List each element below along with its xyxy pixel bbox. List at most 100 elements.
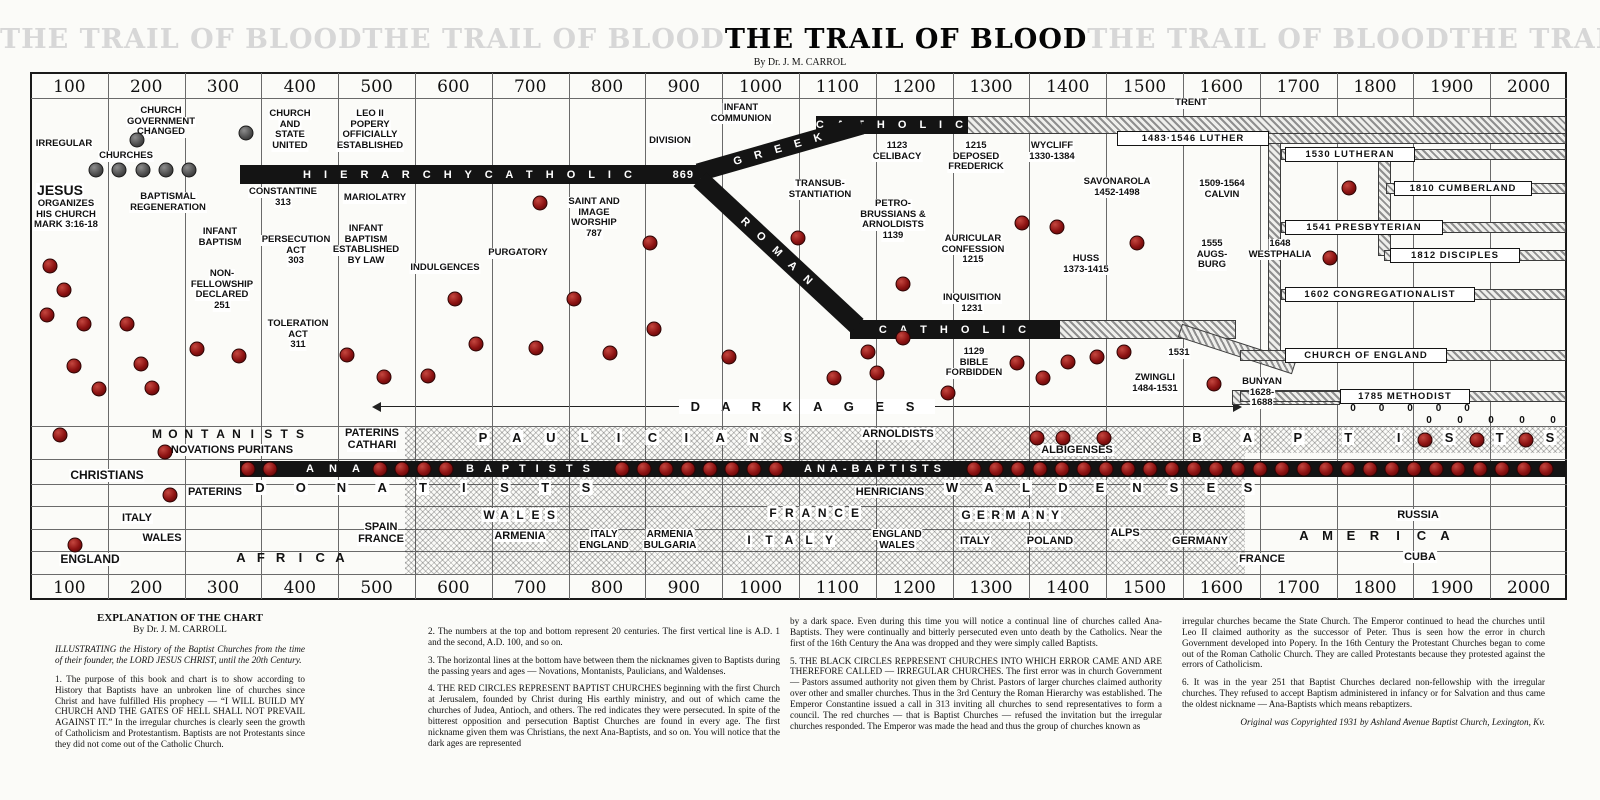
spread-label-letter: I [682,430,691,445]
spread-label-letter: T [417,480,429,495]
spread-label-letter: N [232,427,241,441]
chart-label: INFANT COMMUNION [709,102,773,125]
grid-line-vertical [645,73,647,599]
century-label-bottom: 1700 [1276,578,1320,598]
century-label-bottom: 900 [667,578,701,598]
spread-label-letter: D [1056,480,1070,495]
grid-line-horizontal [31,98,1567,99]
baptist-church-circle [447,291,463,307]
chart-label: BAPTISMAL REGENERATION [129,191,207,214]
chart-label: ZWINGLI 1484-1531 [1131,372,1179,395]
baptist-church-circle [67,537,83,553]
baptist-church-circle [1384,461,1400,477]
chart-label: 1123 CELIBACY [871,140,923,163]
chart-label: ORGANIZES HIS CHURCH MARK 3:16-18 [33,198,99,231]
baptist-church-circle [602,345,618,361]
spread-label-letter: P [1291,430,1305,445]
denomination-label: 1812 DISCIPLES [1390,248,1520,263]
spread-label-letter: A [1018,508,1032,522]
baptist-church-circle [394,461,410,477]
grid-line-horizontal [31,426,1567,427]
baptist-church-circle [988,461,1004,477]
spread-label-letter: I [250,427,254,441]
spread-label-letter: L [803,533,815,547]
spread-label-letter: F [256,550,265,565]
baptist-church-circle [895,330,911,346]
chart-label: ARNOLDISTS [861,428,935,441]
baptist-church-circle [262,461,278,477]
chart-label: ITALY [121,512,153,525]
baptist-church-circle [642,235,658,251]
century-label-top: 2000 [1506,77,1551,97]
century-label-bottom: 1100 [815,578,860,598]
chart-label: PERSECUTION ACT 303 [260,234,332,267]
baptist-church-circle [376,369,392,385]
spread-label-letter: C [1416,528,1427,543]
chart-label: RUSSIA [1396,509,1440,522]
spread-label-letter: T [763,533,775,547]
baptist-church-circle [1054,461,1070,477]
spread-label-letter: L [578,430,591,445]
grid-line-vertical [107,73,109,599]
chart-label: HUSS 1373-1415 [1062,253,1110,276]
spread-label-letter: N [184,427,194,441]
spread-label-letter: R [989,508,1002,522]
chart-label: ARMENIA BULGARIA [642,529,698,552]
chart-label: CHURCH AND STATE UNITED [268,108,312,152]
century-label-bottom: 1900 [1430,578,1474,598]
spread-label-letter: O [293,480,308,495]
chart-label: 1531 [1167,347,1191,359]
denomination-label: 1810 CUMBERLAND [1394,181,1532,196]
spread-label-letter: Y [822,533,836,547]
explanation-paragraph: 6. It was in the year 251 that Baptist C… [1182,677,1545,710]
baptist-church-circle [1472,461,1488,477]
arrow-left-icon [372,401,381,412]
chart-label: ENGLAND [59,552,121,567]
baptist-church-circle [1494,461,1510,477]
denomination-label: 1602 CONGREGATIONALIST [1285,287,1475,302]
century-label-top: 1200 [892,77,936,97]
denomination-label: 1483·1546 LUTHER [1117,131,1269,146]
chart-label: TRANSUB- STANTIATION [787,178,853,201]
spread-label-letter: A [335,550,345,565]
baptist-church-circle [1076,461,1092,477]
baptist-church-circle [869,365,885,381]
chart-label: ALBIGENSES [1040,444,1114,457]
spread-label-letter: 0 [1407,403,1413,414]
century-label-top: 1400 [1046,77,1090,97]
baptist-church-circle [56,282,72,298]
spread-label-letter: 0 [1378,403,1385,414]
baptist-church-circle [1252,461,1268,477]
chart-label: DIVISION [648,135,692,147]
baptist-church-circle [1428,461,1444,477]
spread-label-letter: E [1093,480,1107,495]
baptist-church-circle [532,195,548,211]
baptist-church-circle [566,291,582,307]
ghost-title: THE TRAIL OF BLOOD [1449,24,1600,55]
baptist-church-circle [966,461,982,477]
century-label-bottom: 800 [590,578,624,598]
spread-label-letter: E [848,506,862,520]
baptist-church-circle [1129,235,1145,251]
baptist-church-circle [416,461,432,477]
spread-label-letter: R [1369,528,1380,543]
baptist-church-circle [746,461,762,477]
baptist-church-circle [768,461,784,477]
baptist-church-circle [860,344,876,360]
spread-label-letter: I [298,550,303,565]
chart-label: BUNYAN 1628- 1688 [1241,376,1283,409]
explanation-paragraph: 4. THE RED CIRCLES REPRESENT BAPTIST CHU… [428,683,780,748]
baptist-church-circle [52,427,68,443]
baptist-church-circle [39,307,55,323]
irregular-church-circle [135,162,151,178]
ghost-title: THE TRAIL OF BLOOD [362,24,725,55]
spread-label-letter: A [236,550,246,565]
spread-label-letter: T [539,480,552,495]
chart-label: 1555 AUGS- BURG [1195,238,1229,271]
spread-label-letter: A [1240,430,1255,445]
baptist-church-circle [646,321,662,337]
spread-label-letter: A [1299,528,1309,543]
baptist-church-circle [1206,376,1222,392]
irregular-church-circle [181,162,197,178]
hatch-band [1378,156,1391,256]
